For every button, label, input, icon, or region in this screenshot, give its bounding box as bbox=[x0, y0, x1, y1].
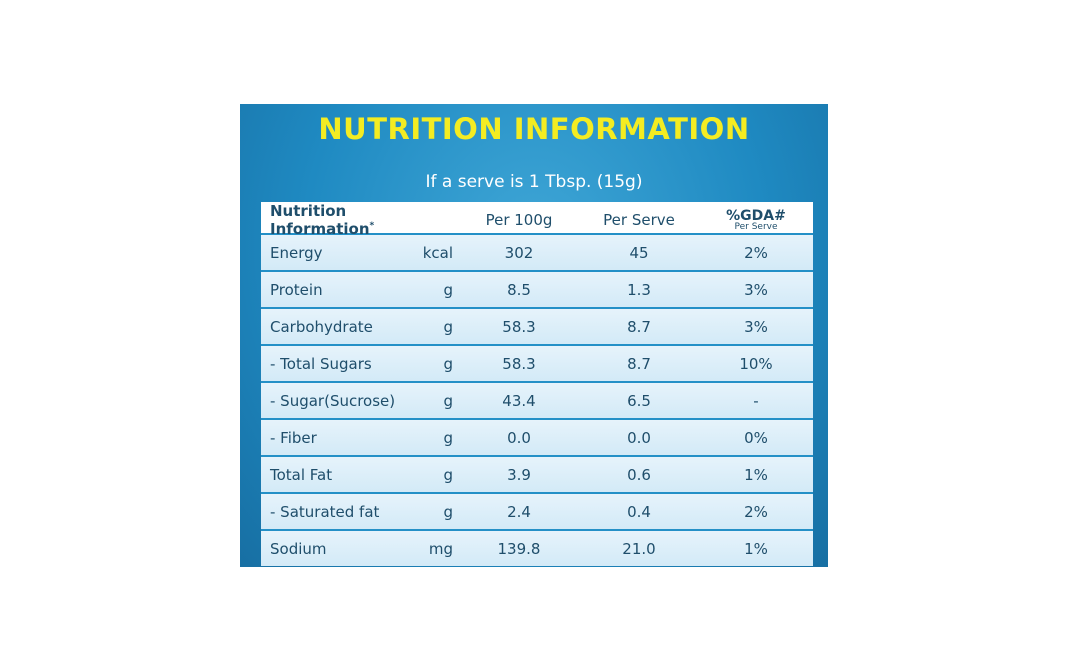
page-title: NUTRITION INFORMATION bbox=[318, 112, 750, 146]
table-row: - Saturated fat g 2.4 0.4 2% bbox=[261, 492, 813, 529]
nutrient-cell: - Fiber g bbox=[261, 429, 459, 447]
nutrition-table: Nutrition Information* Per 100g Per Serv… bbox=[261, 202, 813, 566]
gda-value: 2% bbox=[744, 243, 768, 262]
table-row: Energy kcal 302 45 2% bbox=[261, 233, 813, 270]
table-row: - Total Sugars g 58.3 8.7 10% bbox=[261, 344, 813, 381]
table-row: Carbohydrate g 58.3 8.7 3% bbox=[261, 307, 813, 344]
gda-value: 0% bbox=[744, 428, 768, 447]
per-serve-value: 0.6 bbox=[627, 465, 651, 484]
nutrient-name: - Saturated fat bbox=[270, 502, 380, 521]
header-per-100g: Per 100g bbox=[485, 211, 553, 229]
header-name-label: Nutrition Information bbox=[270, 202, 370, 238]
per-serve-value: 1.3 bbox=[627, 280, 651, 299]
table-body: Energy kcal 302 45 2% Protein g 8.5 1.3 3% Carbohy… bbox=[261, 233, 813, 566]
gda-value: 3% bbox=[744, 280, 768, 299]
per-serve-value: 21.0 bbox=[622, 539, 656, 558]
table-row: Sodium mg 139.8 21.0 1% bbox=[261, 529, 813, 566]
gda-value: 10% bbox=[739, 354, 773, 373]
nutrient-name: Sodium bbox=[270, 539, 327, 558]
nutrient-unit: g bbox=[443, 354, 453, 373]
per-100g-value: 139.8 bbox=[497, 539, 541, 558]
per-serve-value: 8.7 bbox=[627, 317, 651, 336]
nutrient-cell: - Saturated fat g bbox=[261, 503, 459, 521]
table-row: - Sugar(Sucrose) g 43.4 6.5 - bbox=[261, 381, 813, 418]
gda-value: - bbox=[753, 391, 759, 410]
nutrient-name: - Fiber bbox=[270, 428, 317, 447]
header-per-serve: Per Serve bbox=[603, 211, 675, 229]
per-100g-value: 302 bbox=[504, 243, 534, 262]
nutrient-unit: g bbox=[443, 465, 453, 484]
nutrient-name: Energy bbox=[270, 243, 323, 262]
nutrient-unit: mg bbox=[428, 539, 453, 558]
gda-value: 1% bbox=[744, 465, 768, 484]
per-serve-value: 0.0 bbox=[627, 428, 651, 447]
nutrient-unit: g bbox=[443, 428, 453, 447]
nutrient-cell: Sodium mg bbox=[261, 540, 459, 558]
nutrient-cell: Carbohydrate g bbox=[261, 318, 459, 336]
nutrient-unit: kcal bbox=[422, 243, 453, 262]
per-serve-value: 45 bbox=[629, 243, 649, 262]
nutrient-unit: g bbox=[443, 317, 453, 336]
table-header-row: Nutrition Information* Per 100g Per Serv… bbox=[261, 202, 813, 238]
header-name-mark: * bbox=[369, 221, 375, 231]
gda-value: 2% bbox=[744, 502, 768, 521]
nutrient-name: - Sugar(Sucrose) bbox=[270, 391, 396, 410]
nutrient-name: Total Fat bbox=[270, 465, 333, 484]
nutrient-cell: Total Fat g bbox=[261, 466, 459, 484]
nutrient-cell: Protein g bbox=[261, 281, 459, 299]
per-100g-value: 2.4 bbox=[507, 502, 531, 521]
serving-size-note: If a serve is 1 Tbsp. (15g) bbox=[425, 172, 643, 192]
header-nutrition-information: Nutrition Information* bbox=[261, 202, 459, 238]
per-100g-value: 0.0 bbox=[507, 428, 531, 447]
table-row: Protein g 8.5 1.3 3% bbox=[261, 270, 813, 307]
nutrition-panel: NUTRITION INFORMATION If a serve is 1 Tb… bbox=[240, 104, 828, 567]
per-serve-value: 8.7 bbox=[627, 354, 651, 373]
per-100g-value: 3.9 bbox=[507, 465, 531, 484]
nutrient-cell: Energy kcal bbox=[261, 244, 459, 262]
nutrient-cell: - Sugar(Sucrose) g bbox=[261, 392, 459, 410]
nutrient-unit: g bbox=[443, 280, 453, 299]
nutrient-cell: - Total Sugars g bbox=[261, 355, 459, 373]
header-gda: %GDA# Per Serve bbox=[699, 209, 813, 232]
nutrient-unit: g bbox=[443, 391, 453, 410]
header-gda-label: %GDA# bbox=[726, 207, 786, 224]
per-100g-value: 43.4 bbox=[502, 391, 536, 410]
per-100g-value: 58.3 bbox=[502, 317, 536, 336]
nutrient-name: - Total Sugars bbox=[270, 354, 372, 373]
per-100g-value: 58.3 bbox=[502, 354, 536, 373]
table-row: Total Fat g 3.9 0.6 1% bbox=[261, 455, 813, 492]
gda-value: 1% bbox=[744, 539, 768, 558]
per-serve-value: 6.5 bbox=[627, 391, 651, 410]
header-gda-sub: Per Serve bbox=[734, 221, 778, 232]
table-row: - Fiber g 0.0 0.0 0% bbox=[261, 418, 813, 455]
nutrient-unit: g bbox=[443, 502, 453, 521]
gda-value: 3% bbox=[744, 317, 768, 336]
per-100g-value: 8.5 bbox=[507, 280, 531, 299]
nutrient-name: Protein bbox=[270, 280, 323, 299]
nutrient-name: Carbohydrate bbox=[270, 317, 373, 336]
per-serve-value: 0.4 bbox=[627, 502, 651, 521]
